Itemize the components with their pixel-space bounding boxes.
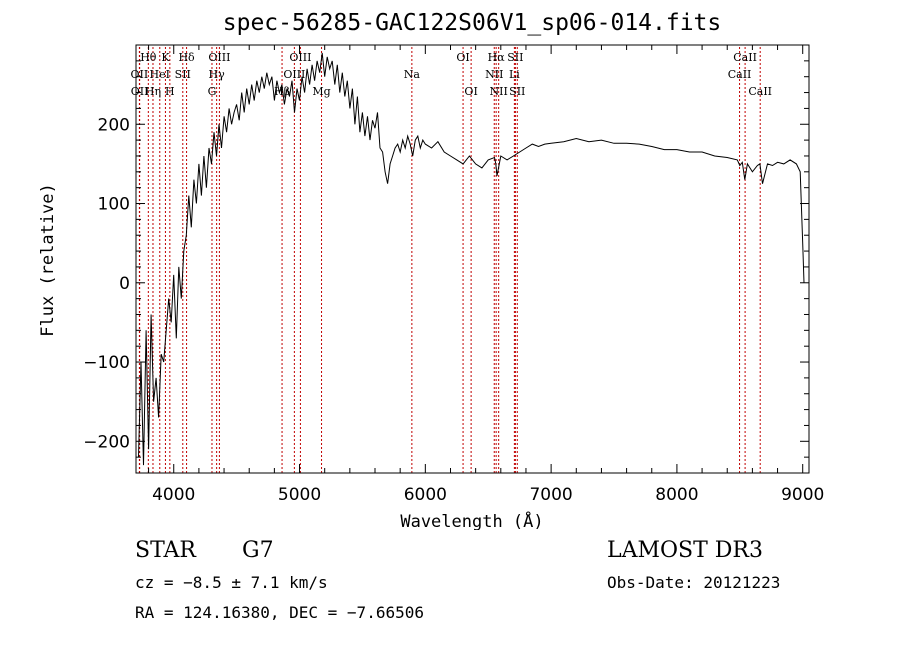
redshift-cz: cz = −8.5 ± 7.1 km/s [135, 573, 328, 592]
spectrum-line [138, 52, 805, 466]
object-subclass: G7 [242, 538, 274, 563]
y-tick-label-3: 100 [98, 195, 130, 215]
x-tick-label-3: 7000 [529, 485, 572, 505]
line-label-27: CaII [748, 85, 772, 98]
line-label-17: OI [456, 51, 469, 64]
line-label-1: OII [131, 68, 149, 81]
line-label-13: OIII [283, 68, 305, 81]
x-tick-label-1: 5000 [278, 485, 321, 505]
line-label-5: HeI [150, 68, 170, 81]
y-tick-label-4: 200 [98, 115, 130, 135]
line-label-9: OIII [208, 51, 230, 64]
line-label-3: Hθ [140, 51, 157, 64]
y-tick-label-1: −100 [83, 353, 130, 373]
line-label-14: OIII [289, 51, 311, 64]
line-label-0: Hδ [178, 51, 195, 64]
spectral-line-markers [138, 47, 761, 473]
x-tick-label-2: 6000 [404, 485, 447, 505]
y-tick-label-2: 0 [119, 274, 130, 294]
chart-title: spec-56285-GAC122S06V1_sp06-014.fits [223, 10, 722, 36]
line-label-19: Hα [488, 51, 506, 64]
y-axis-label: Flux (relative) [38, 183, 58, 337]
observation-date: Obs-Date: 20121223 [607, 573, 781, 592]
line-label-21: NII [490, 85, 508, 98]
x-axis-ticks: 4000 5000 6000 7000 8000 9000 [148, 45, 824, 505]
line-label-11: G [208, 85, 217, 98]
line-label-16: Na [404, 68, 421, 81]
line-label-4: Hη [145, 85, 161, 98]
line-label-8: SII [175, 68, 191, 81]
spectrum-plot: spec-56285-GAC122S06V1_sp06-014.fits Wav… [38, 10, 824, 530]
line-label-6: K [161, 51, 170, 64]
x-axis-label: Wavelength (Å) [400, 510, 543, 530]
line-label-26: CaII [728, 68, 752, 81]
object-class: STAR [135, 538, 196, 563]
survey-name: LAMOST DR3 [607, 538, 763, 563]
line-label-7: H [165, 85, 175, 98]
plot-frame [135, 44, 810, 474]
y-tick-label-0: −200 [83, 432, 130, 452]
x-tick-label-0: 4000 [152, 485, 195, 505]
line-label-10: Hγ [209, 68, 226, 81]
line-label-22: SII [507, 51, 523, 64]
line-label-24: SII [509, 85, 525, 98]
line-label-18: OI [464, 85, 477, 98]
ra-dec: RA = 124.16380, DEC = −7.66506 [135, 603, 424, 622]
x-tick-label-5: 9000 [781, 485, 824, 505]
line-label-25: CaII [733, 51, 757, 64]
line-label-15: Mg [312, 85, 330, 98]
line-label-2: OII [131, 85, 149, 98]
x-tick-label-4: 8000 [655, 485, 698, 505]
y-axis-ticks: −200 −100 0 100 200 [83, 60, 809, 458]
line-label-23: Li [509, 68, 520, 81]
line-label-20: NII [485, 68, 503, 81]
